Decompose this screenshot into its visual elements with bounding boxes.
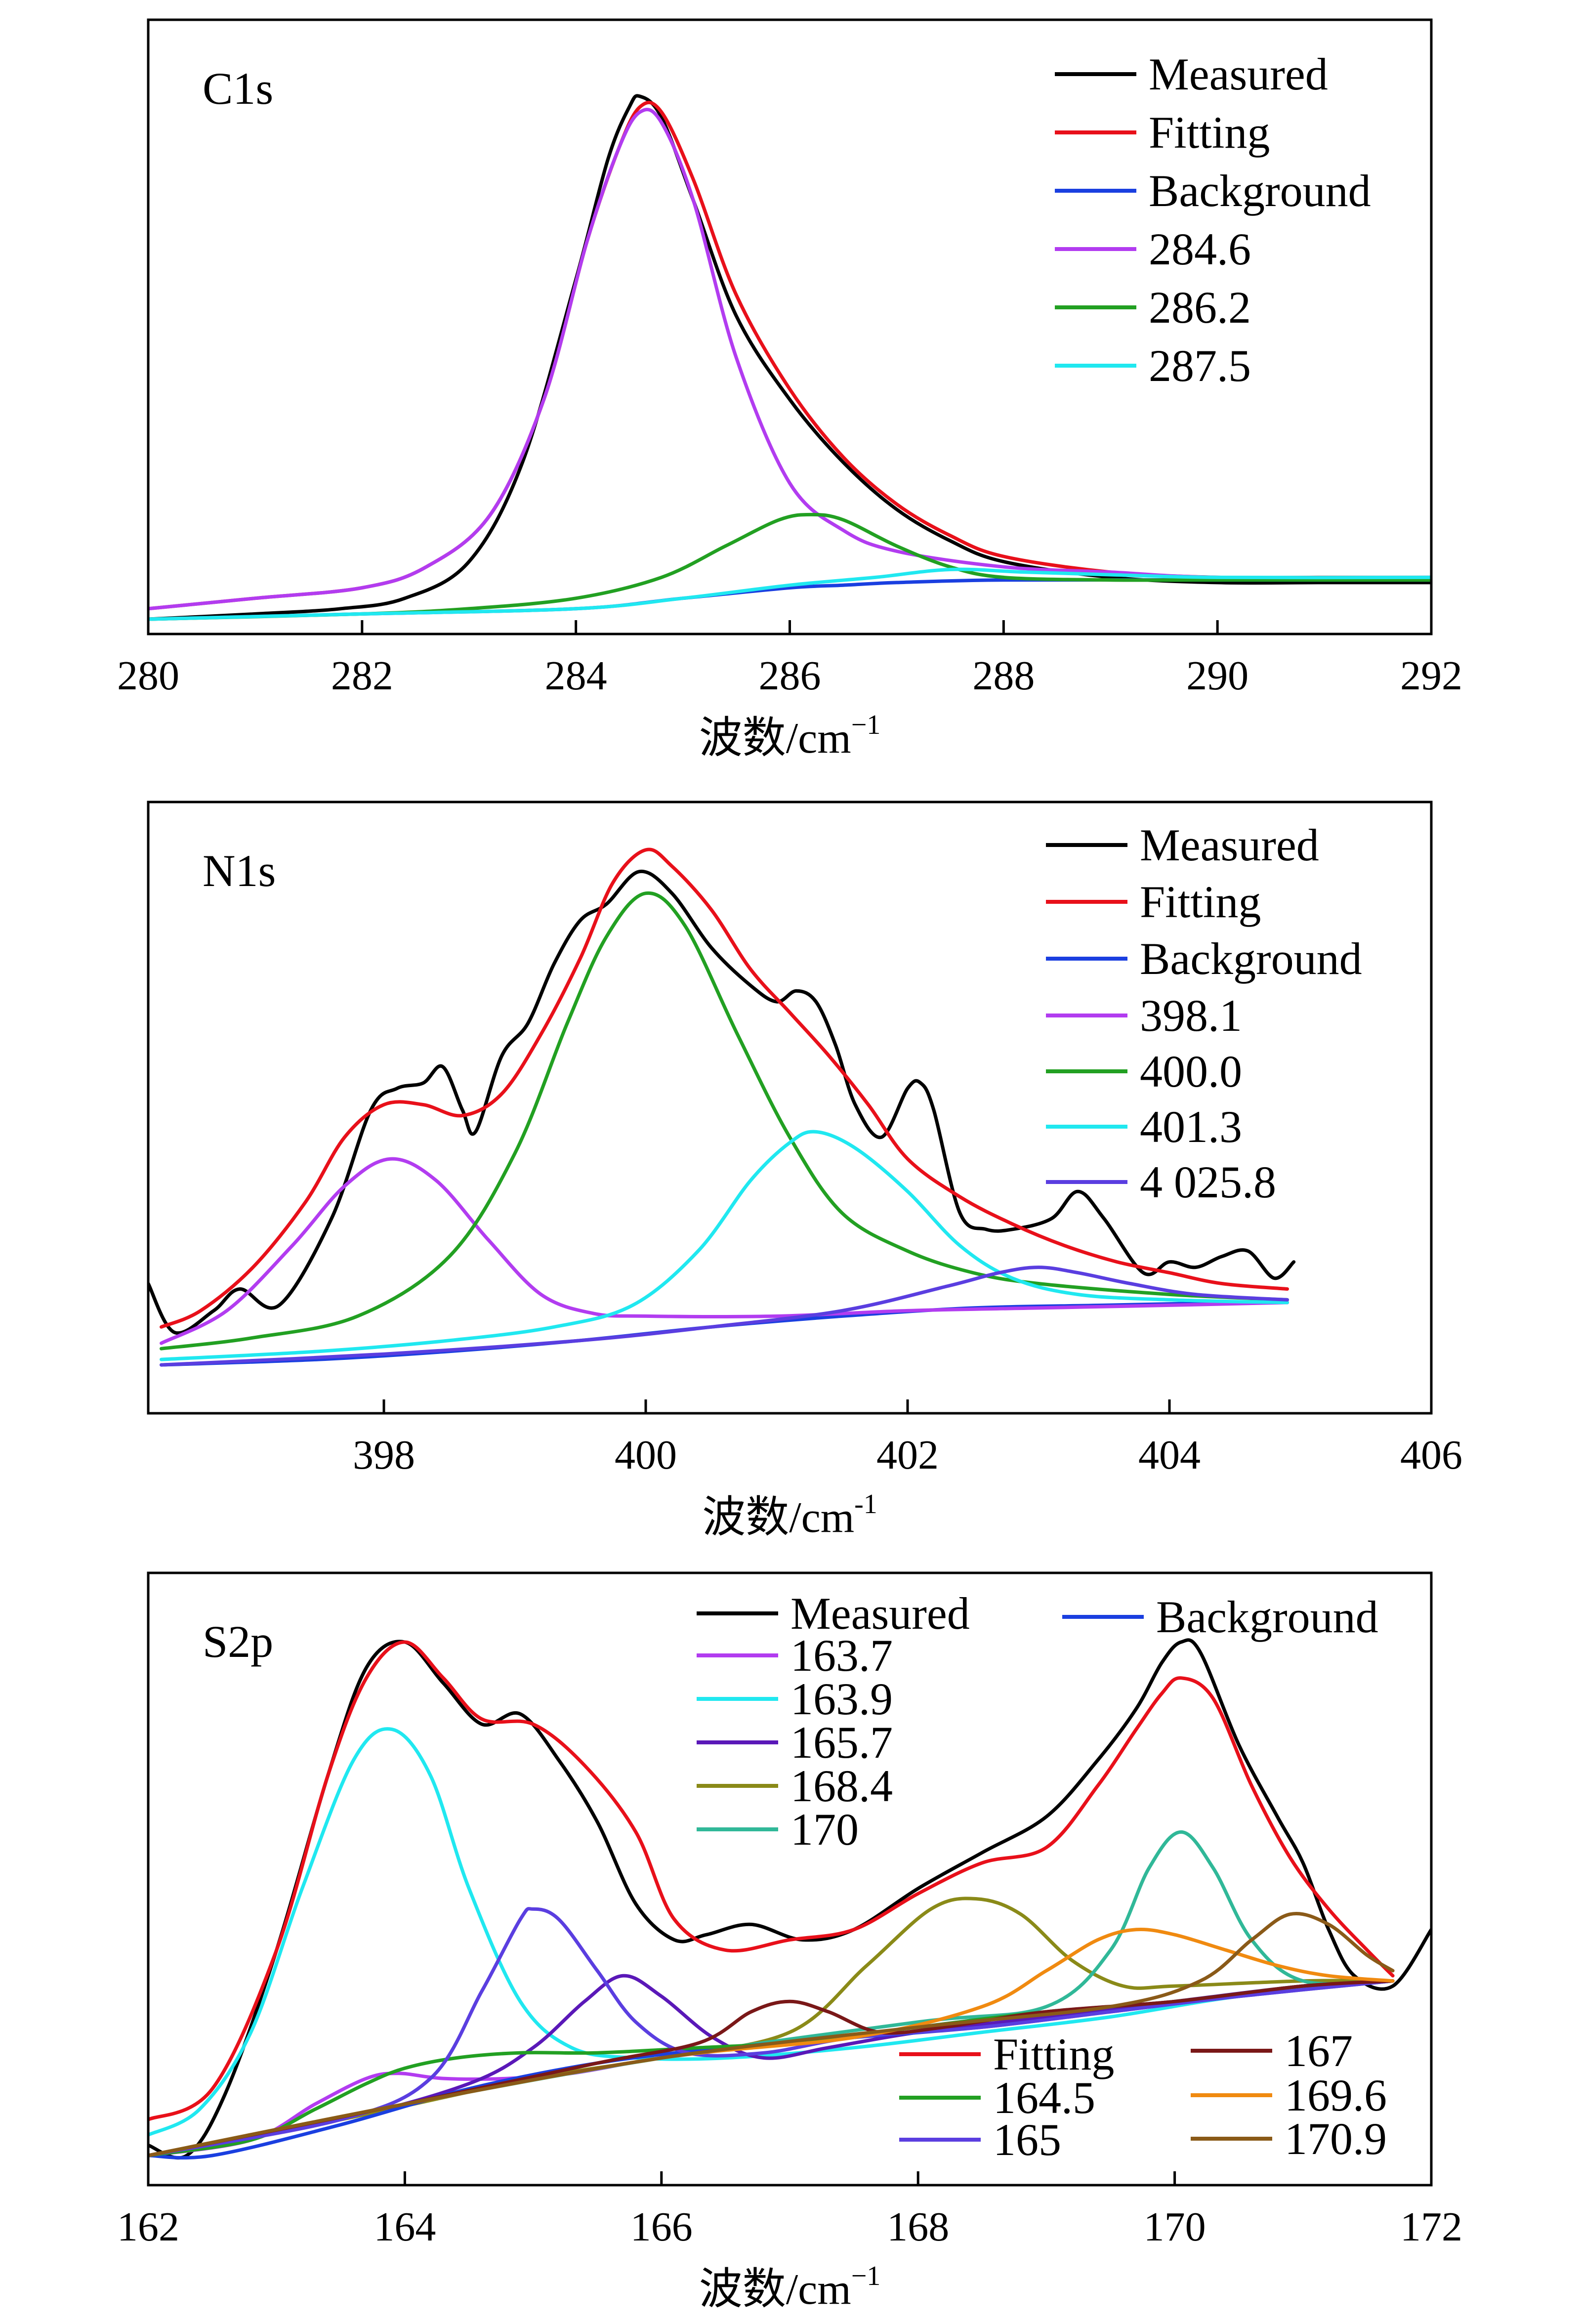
legend-entry-label: 401.3 xyxy=(1140,1101,1242,1152)
legend-entry-label: Measured xyxy=(790,1588,970,1639)
series-line-165 xyxy=(148,1907,1395,2157)
series-line-measured xyxy=(148,1638,1431,2160)
x-tick-label: 284 xyxy=(545,653,607,699)
panel-label: C1s xyxy=(203,63,273,114)
series-line-fitting xyxy=(148,1640,1395,2121)
legend-entry-label: 165 xyxy=(993,2114,1061,2165)
x-tick-label: 288 xyxy=(972,653,1035,699)
x-tick-label: 172 xyxy=(1400,2204,1462,2250)
panel-label: N1s xyxy=(203,845,276,896)
legend: Measured Fitting Background 284.6 286.2 287.5 xyxy=(1055,49,1371,391)
panel-n1s: 398 400 402 404 406 波数/cm-1 N1s Measured Fitting… xyxy=(147,801,1462,1542)
series-line-background xyxy=(148,1979,1395,2160)
series-line-287.5 xyxy=(148,567,1431,621)
series-group xyxy=(148,847,1296,1367)
x-tick-label: 282 xyxy=(331,653,393,699)
x-tick-label: 292 xyxy=(1400,653,1462,699)
legend-entry-label: Fitting xyxy=(993,2029,1114,2079)
series-line-286.2 xyxy=(148,512,1431,621)
legend-entry-label: 398.1 xyxy=(1140,990,1242,1041)
x-tick-label: 162 xyxy=(117,2204,179,2250)
legend-entry-label: 168.4 xyxy=(790,1761,893,1811)
panel-c1s: 280 282 284 286 288 290 292 波数/cm−1 C1s Measured F… xyxy=(117,18,1462,762)
series-line-4-025.8 xyxy=(160,1266,1289,1367)
legend-entry-label: Background xyxy=(1140,933,1362,984)
x-tick-label: 398 xyxy=(353,1432,415,1478)
legend: Measured Fitting Background 398.1400.0401.3… xyxy=(1046,820,1362,1207)
legend: Measured Background163.7163.9165.7168.417… xyxy=(697,1588,1387,2165)
legend-entry-label: 400.0 xyxy=(1140,1046,1242,1097)
legend-entry-label: 164.5 xyxy=(993,2072,1095,2123)
series-line-398.1 xyxy=(160,1157,1289,1345)
legend-entry-label: 286.2 xyxy=(1149,282,1251,333)
series-line-401.3 xyxy=(160,1130,1289,1361)
x-axis-title: 波数/cm−1 xyxy=(699,710,881,762)
legend-entry-label: 165.7 xyxy=(790,1717,893,1768)
x-tick-label: 168 xyxy=(887,2204,949,2250)
legend-entry-label: Background xyxy=(1156,1592,1378,1642)
x-tick-label: 280 xyxy=(117,653,179,699)
series-line-163.7 xyxy=(148,1979,1395,2157)
x-tick-label: 404 xyxy=(1138,1432,1201,1478)
legend-entry-label: 287.5 xyxy=(1149,340,1251,391)
panel-s2p: 162 164 166 168 170 172 波数/cm−1 S2p Measured Back… xyxy=(117,1571,1462,2314)
legend-entry-label: 170 xyxy=(790,1804,859,1855)
series-group xyxy=(148,94,1431,621)
x-tick-label: 170 xyxy=(1144,2204,1206,2250)
legend-entry-label: 4 025.8 xyxy=(1140,1157,1276,1207)
legend-entry-label: Fitting xyxy=(1140,877,1261,927)
legend-entry-label: Measured xyxy=(1149,49,1328,99)
x-tick-label: 290 xyxy=(1186,653,1248,699)
x-tick-label: 164 xyxy=(374,2204,436,2250)
legend-entry-label: 167 xyxy=(1285,2026,1353,2076)
series-line-163.9 xyxy=(148,1727,1395,2137)
x-tick-label: 406 xyxy=(1400,1432,1462,1478)
legend-entry-label: 163.7 xyxy=(790,1630,893,1681)
legend-entry-label: Background xyxy=(1149,166,1371,216)
x-tick-label: 400 xyxy=(615,1432,677,1478)
legend-entry-label: 163.9 xyxy=(790,1674,893,1724)
series-line-167 xyxy=(148,1979,1395,2157)
x-axis-title: 波数/cm-1 xyxy=(702,1489,877,1542)
legend-entry-label: Fitting xyxy=(1149,107,1270,158)
plot-frame xyxy=(147,1571,1433,2187)
series-line-284.6 xyxy=(148,108,1431,611)
series-line-164.5 xyxy=(148,1979,1395,2157)
legend-entry-label: 169.6 xyxy=(1285,2070,1387,2120)
series-line-170.9 xyxy=(148,1912,1395,2157)
plot-frame xyxy=(147,801,1433,1415)
legend-entry-label: 170.9 xyxy=(1285,2113,1387,2164)
series-line-400.0 xyxy=(160,891,1289,1351)
series-line-170 xyxy=(148,1830,1395,2157)
x-tick-label: 286 xyxy=(759,653,821,699)
series-group xyxy=(148,1638,1431,2160)
series-line-fitting xyxy=(160,847,1289,1329)
x-tick-label: 166 xyxy=(630,2204,693,2250)
x-tick-label: 402 xyxy=(876,1432,939,1478)
panel-label: S2p xyxy=(203,1616,273,1667)
legend-entry-label: 284.6 xyxy=(1149,224,1251,274)
x-axis-title: 波数/cm−1 xyxy=(699,2261,881,2314)
legend-entry-label: Measured xyxy=(1140,820,1319,870)
